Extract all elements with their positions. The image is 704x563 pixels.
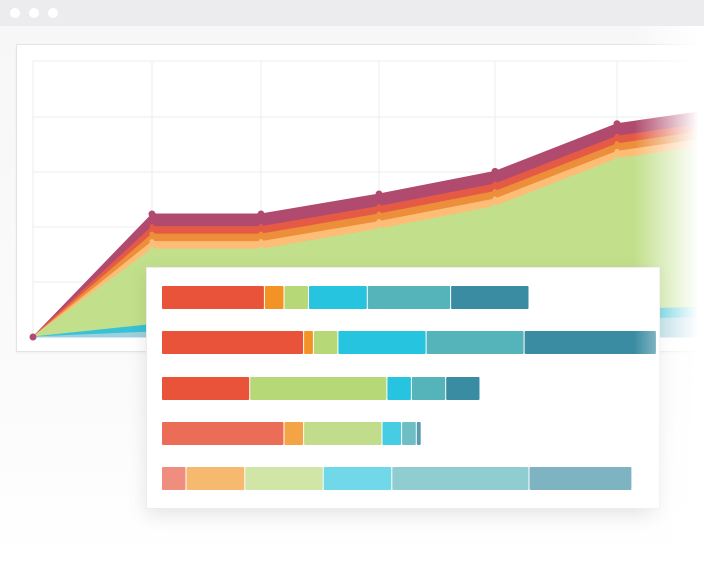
bar-segment-2 bbox=[186, 467, 245, 490]
area-point-marker bbox=[149, 231, 155, 237]
area-point-marker bbox=[149, 246, 155, 252]
bar-segment-3 bbox=[284, 286, 308, 309]
bar-segment-5 bbox=[367, 286, 451, 309]
area-point-marker bbox=[149, 239, 155, 245]
window-titlebar bbox=[0, 0, 704, 26]
bar-row-2 bbox=[162, 331, 656, 354]
bar-segment-3 bbox=[304, 422, 382, 445]
bar-segment-6 bbox=[524, 331, 656, 354]
bar-segment-1 bbox=[162, 286, 264, 309]
area-point-marker bbox=[376, 204, 382, 210]
area-point-marker bbox=[258, 239, 264, 245]
area-point-marker bbox=[614, 156, 620, 162]
bar-segment-6 bbox=[416, 422, 421, 445]
area-point-marker bbox=[613, 120, 621, 128]
area-point-marker bbox=[492, 188, 498, 194]
bar-segment-4 bbox=[387, 377, 411, 400]
bar-segment-1 bbox=[162, 467, 186, 490]
bar-segment-6 bbox=[446, 377, 480, 400]
area-point-marker bbox=[492, 204, 498, 210]
bar-segment-4 bbox=[309, 286, 367, 309]
bar-segment-4 bbox=[382, 422, 402, 445]
area-point-marker bbox=[492, 196, 498, 202]
bar-segment-4 bbox=[323, 467, 392, 490]
bar-segment-5 bbox=[402, 422, 416, 445]
bar-row-1 bbox=[162, 286, 529, 309]
area-point-marker bbox=[148, 210, 156, 218]
bar-segment-3 bbox=[250, 377, 387, 400]
area-point-marker bbox=[492, 181, 498, 187]
window-dot-icon[interactable] bbox=[10, 8, 20, 18]
area-point-marker bbox=[375, 190, 383, 198]
area-point-marker bbox=[376, 219, 382, 225]
area-point-marker bbox=[614, 133, 620, 139]
bar-chart-card bbox=[146, 267, 660, 509]
stacked-bar-chart bbox=[162, 286, 656, 490]
area-point-marker bbox=[258, 246, 264, 252]
bar-segment-2 bbox=[304, 331, 313, 354]
area-point-marker bbox=[258, 231, 264, 237]
bar-segment-3 bbox=[245, 467, 323, 490]
area-point-marker bbox=[614, 148, 620, 154]
area-point-marker bbox=[614, 141, 620, 147]
bar-row-3 bbox=[162, 377, 480, 400]
bar-segment-4 bbox=[338, 331, 426, 354]
area-point-marker bbox=[491, 167, 499, 175]
bar-segment-1 bbox=[162, 331, 304, 354]
area-point-marker bbox=[258, 224, 264, 230]
bar-segment-1 bbox=[162, 422, 284, 445]
bar-segment-2 bbox=[264, 286, 284, 309]
bar-segment-1 bbox=[162, 377, 250, 400]
bar-segment-5 bbox=[426, 331, 524, 354]
window-dot-icon[interactable] bbox=[29, 8, 39, 18]
area-point-marker bbox=[257, 210, 265, 218]
bar-row-4 bbox=[162, 422, 421, 445]
bar-segment-6 bbox=[529, 467, 632, 490]
bar-segment-6 bbox=[451, 286, 529, 309]
window-dot-icon[interactable] bbox=[48, 8, 58, 18]
bar-segment-5 bbox=[392, 467, 529, 490]
area-point-marker bbox=[29, 333, 37, 341]
area-point-marker bbox=[376, 226, 382, 232]
area-point-marker bbox=[376, 211, 382, 217]
bar-segment-2 bbox=[284, 422, 304, 445]
bar-segment-3 bbox=[313, 331, 338, 354]
bar-row-5 bbox=[162, 467, 632, 490]
area-point-marker bbox=[149, 224, 155, 230]
bar-segment-5 bbox=[411, 377, 446, 400]
